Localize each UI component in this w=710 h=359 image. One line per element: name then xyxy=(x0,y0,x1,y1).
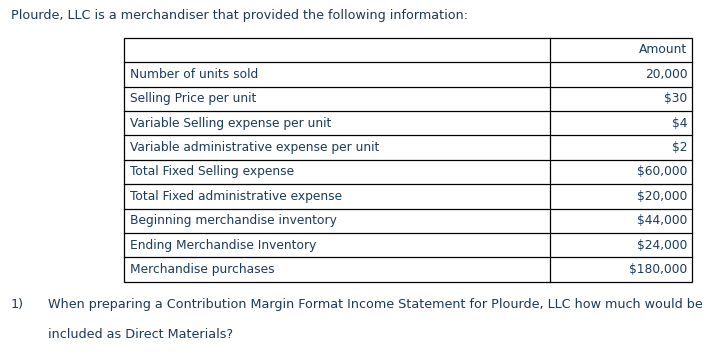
Text: Merchandise purchases: Merchandise purchases xyxy=(130,263,275,276)
Text: 20,000: 20,000 xyxy=(645,68,687,81)
Text: Amount: Amount xyxy=(639,43,687,56)
Text: $2: $2 xyxy=(672,141,687,154)
Text: Total Fixed administrative expense: Total Fixed administrative expense xyxy=(130,190,342,203)
Text: $4: $4 xyxy=(672,117,687,130)
Text: Plourde, LLC is a merchandiser that provided the following information:: Plourde, LLC is a merchandiser that prov… xyxy=(11,9,468,22)
Text: $44,000: $44,000 xyxy=(637,214,687,227)
Text: Number of units sold: Number of units sold xyxy=(130,68,258,81)
Text: 1): 1) xyxy=(11,298,23,311)
Text: $180,000: $180,000 xyxy=(629,263,687,276)
Text: $20,000: $20,000 xyxy=(637,190,687,203)
Text: Variable administrative expense per unit: Variable administrative expense per unit xyxy=(130,141,379,154)
Text: Beginning merchandise inventory: Beginning merchandise inventory xyxy=(130,214,337,227)
Text: Ending Merchandise Inventory: Ending Merchandise Inventory xyxy=(130,239,317,252)
Text: When preparing a Contribution Margin Format Income Statement for Plourde, LLC ho: When preparing a Contribution Margin For… xyxy=(48,298,703,311)
Text: $60,000: $60,000 xyxy=(637,165,687,178)
Text: $24,000: $24,000 xyxy=(637,239,687,252)
Text: $30: $30 xyxy=(664,92,687,105)
Text: included as Direct Materials?: included as Direct Materials? xyxy=(48,328,234,341)
Text: Selling Price per unit: Selling Price per unit xyxy=(130,92,256,105)
Text: Total Fixed Selling expense: Total Fixed Selling expense xyxy=(130,165,294,178)
Text: Variable Selling expense per unit: Variable Selling expense per unit xyxy=(130,117,332,130)
